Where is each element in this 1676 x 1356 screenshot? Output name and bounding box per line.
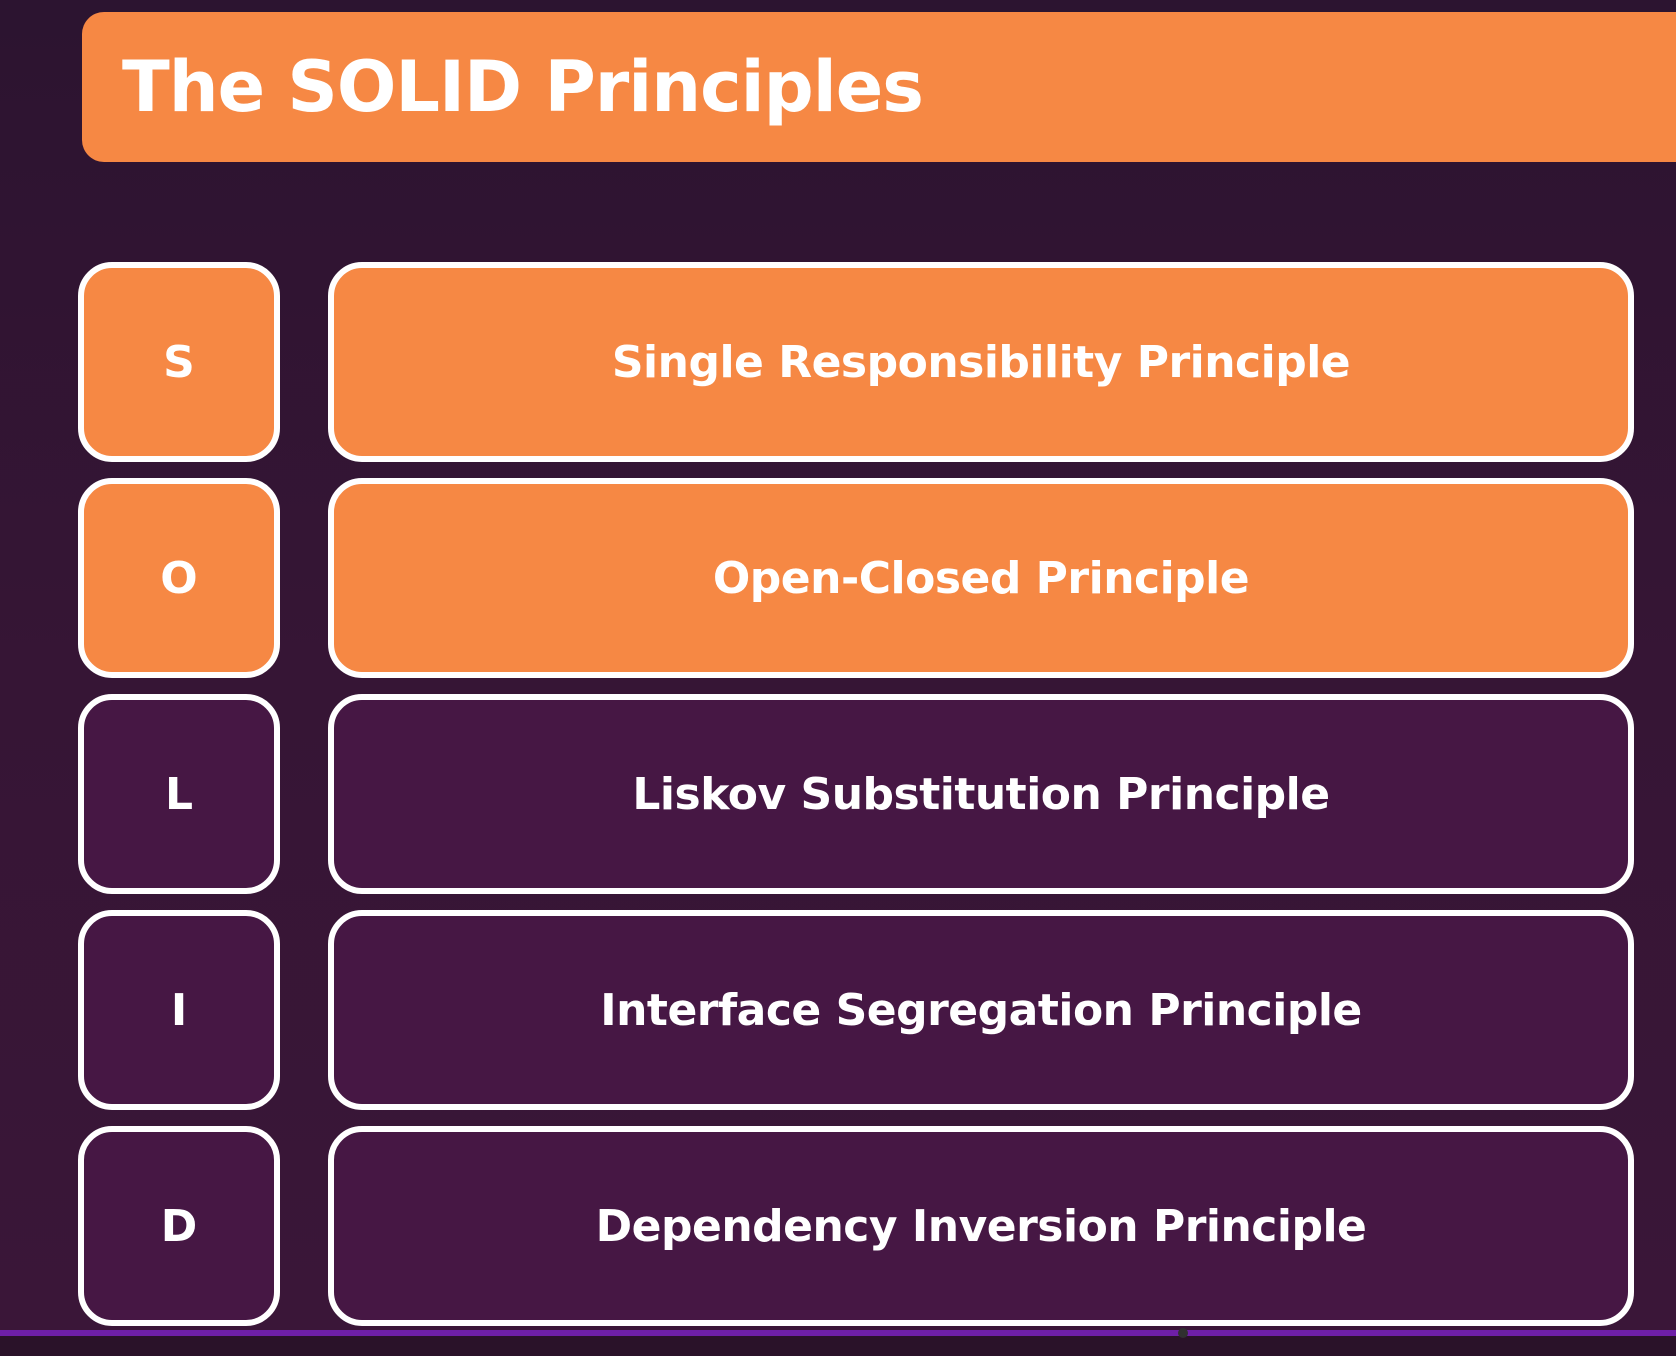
principle-name-box: Liskov Substitution Principle bbox=[328, 694, 1634, 894]
principle-row-d: D Dependency Inversion Principle bbox=[78, 1126, 1636, 1326]
principle-row-i: I Interface Segregation Principle bbox=[78, 910, 1636, 1110]
slide-title: The SOLID Principles bbox=[122, 46, 924, 128]
principle-name-box: Open-Closed Principle bbox=[328, 478, 1634, 678]
principle-row-s: S Single Responsibility Principle bbox=[78, 262, 1636, 462]
principle-letter-box: I bbox=[78, 910, 280, 1110]
principle-letter-box: O bbox=[78, 478, 280, 678]
title-banner: The SOLID Principles bbox=[82, 12, 1676, 162]
principle-row-o: O Open-Closed Principle bbox=[78, 478, 1636, 678]
bottom-marker bbox=[1178, 1328, 1188, 1338]
principle-letter-box: S bbox=[78, 262, 280, 462]
bottom-band bbox=[0, 1336, 1676, 1356]
principle-name-box: Interface Segregation Principle bbox=[328, 910, 1634, 1110]
principle-letter-box: D bbox=[78, 1126, 280, 1326]
principle-name-box: Single Responsibility Principle bbox=[328, 262, 1634, 462]
principle-name-box: Dependency Inversion Principle bbox=[328, 1126, 1634, 1326]
bottom-divider bbox=[0, 1330, 1676, 1336]
principle-letter-box: L bbox=[78, 694, 280, 894]
principle-row-l: L Liskov Substitution Principle bbox=[78, 694, 1636, 894]
